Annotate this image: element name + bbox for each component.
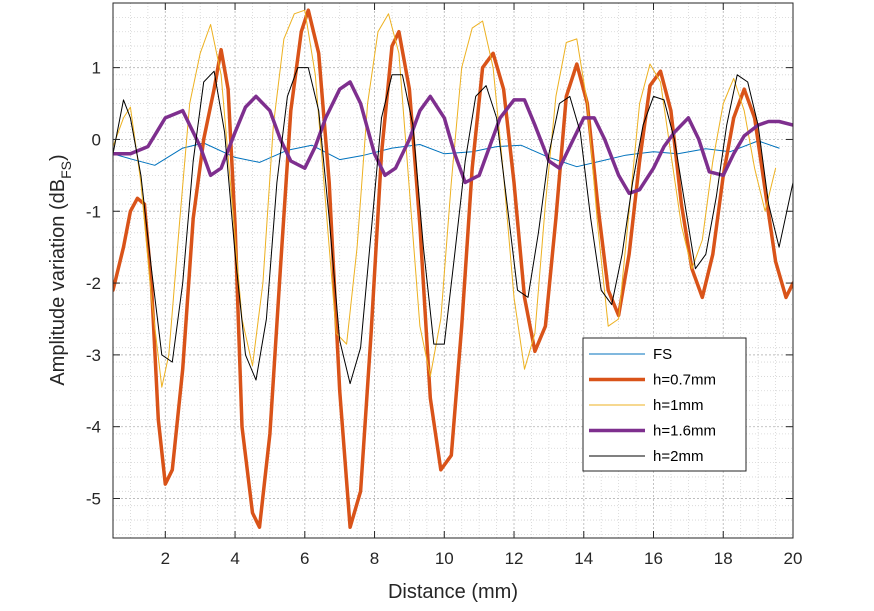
y-tick-label: 0 [92, 130, 101, 149]
x-axis-title: Distance (mm) [388, 581, 518, 603]
legend-label-0: FS [653, 346, 672, 363]
y-tick-label: -3 [86, 346, 101, 365]
x-tick-label: 2 [161, 549, 170, 568]
y-tick-label: -1 [86, 202, 101, 221]
series-line-0 [113, 140, 780, 168]
x-tick-label: 16 [644, 549, 663, 568]
y-axis-title: Amplitude variation (dBFS) [47, 154, 74, 385]
legend: FS h=0.7mm h=1mm h=1.6mm h=2mm [582, 337, 747, 472]
tick-marks [113, 3, 794, 538]
x-tick-label: 8 [370, 549, 379, 568]
y-axis-title-main: Amplitude variation (dB [47, 179, 69, 386]
x-tick-label: 4 [230, 549, 239, 568]
plot-area-border [112, 2, 794, 539]
x-tick-label: 20 [784, 549, 803, 568]
y-tick-label: -5 [86, 490, 101, 509]
series-line-2 [113, 9, 777, 388]
x-tick-label: 14 [574, 549, 593, 568]
x-tick-label: 18 [714, 549, 733, 568]
x-tick-labels: 2 4 6 8 10 12 14 16 18 20 [161, 549, 803, 568]
x-tick-label: 12 [505, 549, 524, 568]
y-tick-label: 1 [92, 59, 101, 78]
y-axis-title-subscript: FS [58, 161, 74, 179]
legend-label-1: h=0.7mm [653, 372, 716, 389]
legend-label-2: h=1mm [653, 397, 703, 414]
series-line-4 [113, 67, 793, 385]
x-tick-label: 10 [435, 549, 454, 568]
legend-label-3: h=1.6mm [653, 423, 716, 440]
y-tick-label: -4 [86, 418, 101, 437]
legend-label-4: h=2mm [653, 448, 703, 465]
series-line-3 [113, 80, 793, 196]
series-layer [113, 8, 793, 529]
y-tick-label: -2 [86, 274, 101, 293]
y-axis-title-close: ) [47, 154, 69, 161]
x-tick-label: 6 [300, 549, 309, 568]
y-tick-labels: -5 -4 -3 -2 -1 0 1 [86, 59, 101, 509]
